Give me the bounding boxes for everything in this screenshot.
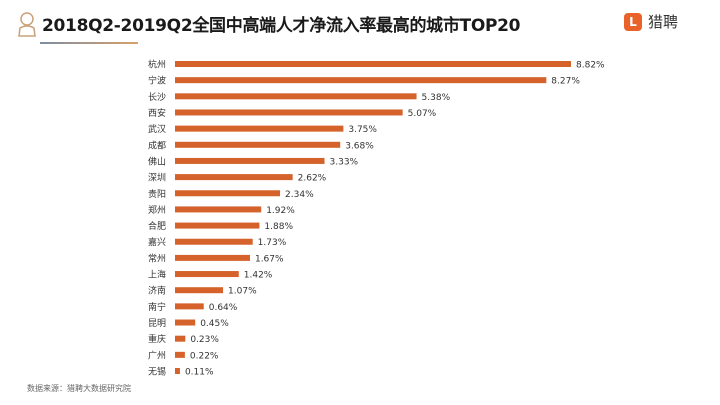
bar xyxy=(175,222,260,229)
category-label: 重庆 xyxy=(148,333,166,345)
value-label: 2.62% xyxy=(298,174,327,184)
category-label: 广州 xyxy=(148,349,166,361)
bar xyxy=(175,287,224,294)
value-label: 8.82% xyxy=(576,61,605,71)
value-label: 3.33% xyxy=(330,157,359,167)
category-label: 成都 xyxy=(148,139,166,151)
category-label: 武汉 xyxy=(148,123,166,135)
value-label: 1.42% xyxy=(244,271,273,281)
bar xyxy=(175,77,547,84)
category-label: 嘉兴 xyxy=(148,236,166,248)
category-label: 济南 xyxy=(148,285,166,297)
value-label: 5.38% xyxy=(422,93,451,103)
category-label: 长沙 xyxy=(148,91,166,103)
category-label: 上海 xyxy=(148,269,166,281)
category-label: 郑州 xyxy=(148,204,166,216)
value-label: 0.11% xyxy=(185,368,214,378)
bar xyxy=(175,61,571,67)
bar xyxy=(175,206,262,213)
value-label: 0.64% xyxy=(209,303,238,313)
value-label: 0.45% xyxy=(200,319,229,329)
person-icon xyxy=(18,12,36,37)
value-label: 3.68% xyxy=(345,141,374,151)
value-label: 8.27% xyxy=(551,77,580,87)
value-label: 1.67% xyxy=(255,254,284,264)
value-label: 0.23% xyxy=(190,335,219,345)
category-label: 杭州 xyxy=(148,59,166,71)
bar xyxy=(175,157,325,164)
bar xyxy=(175,335,186,342)
chart-title: 2018Q2-2019Q2全国中高端人才净流入率最高的城市TOP20 xyxy=(42,16,521,36)
category-label: 合肥 xyxy=(148,220,166,232)
category-label: 贵阳 xyxy=(148,188,166,200)
brand-logo: L 猎聘 xyxy=(624,11,678,32)
title-underline xyxy=(40,42,138,44)
value-label: 5.07% xyxy=(408,109,437,119)
category-label: 西安 xyxy=(148,107,166,119)
category-label: 常州 xyxy=(148,252,166,264)
category-label: 宁波 xyxy=(148,75,166,87)
value-label: 1.92% xyxy=(266,206,295,216)
bar xyxy=(175,141,341,148)
category-label: 无锡 xyxy=(148,367,166,378)
value-label: 0.22% xyxy=(190,351,219,361)
liepin-logo-icon: L xyxy=(624,12,642,31)
bar xyxy=(175,190,281,197)
bar xyxy=(175,254,250,261)
value-label: 1.07% xyxy=(228,287,257,297)
brand-name: 猎聘 xyxy=(648,13,679,31)
bar xyxy=(175,271,239,278)
bar xyxy=(175,93,417,100)
bar xyxy=(175,174,293,181)
category-label: 昆明 xyxy=(148,318,166,329)
bar xyxy=(175,238,253,245)
category-label: 深圳 xyxy=(148,173,166,184)
value-label: 2.34% xyxy=(285,190,314,200)
data-source: 数据来源：猎聘大数据研究院 xyxy=(27,384,131,393)
value-label: 1.73% xyxy=(258,238,287,248)
bar xyxy=(175,125,344,132)
bar xyxy=(175,368,180,374)
value-label: 3.75% xyxy=(348,125,377,135)
category-label: 南宁 xyxy=(148,301,166,313)
bar xyxy=(175,109,403,116)
bar xyxy=(175,303,204,310)
value-label: 1.88% xyxy=(264,222,293,232)
category-label: 佛山 xyxy=(148,155,166,167)
bar xyxy=(175,319,196,326)
bar xyxy=(175,351,185,358)
